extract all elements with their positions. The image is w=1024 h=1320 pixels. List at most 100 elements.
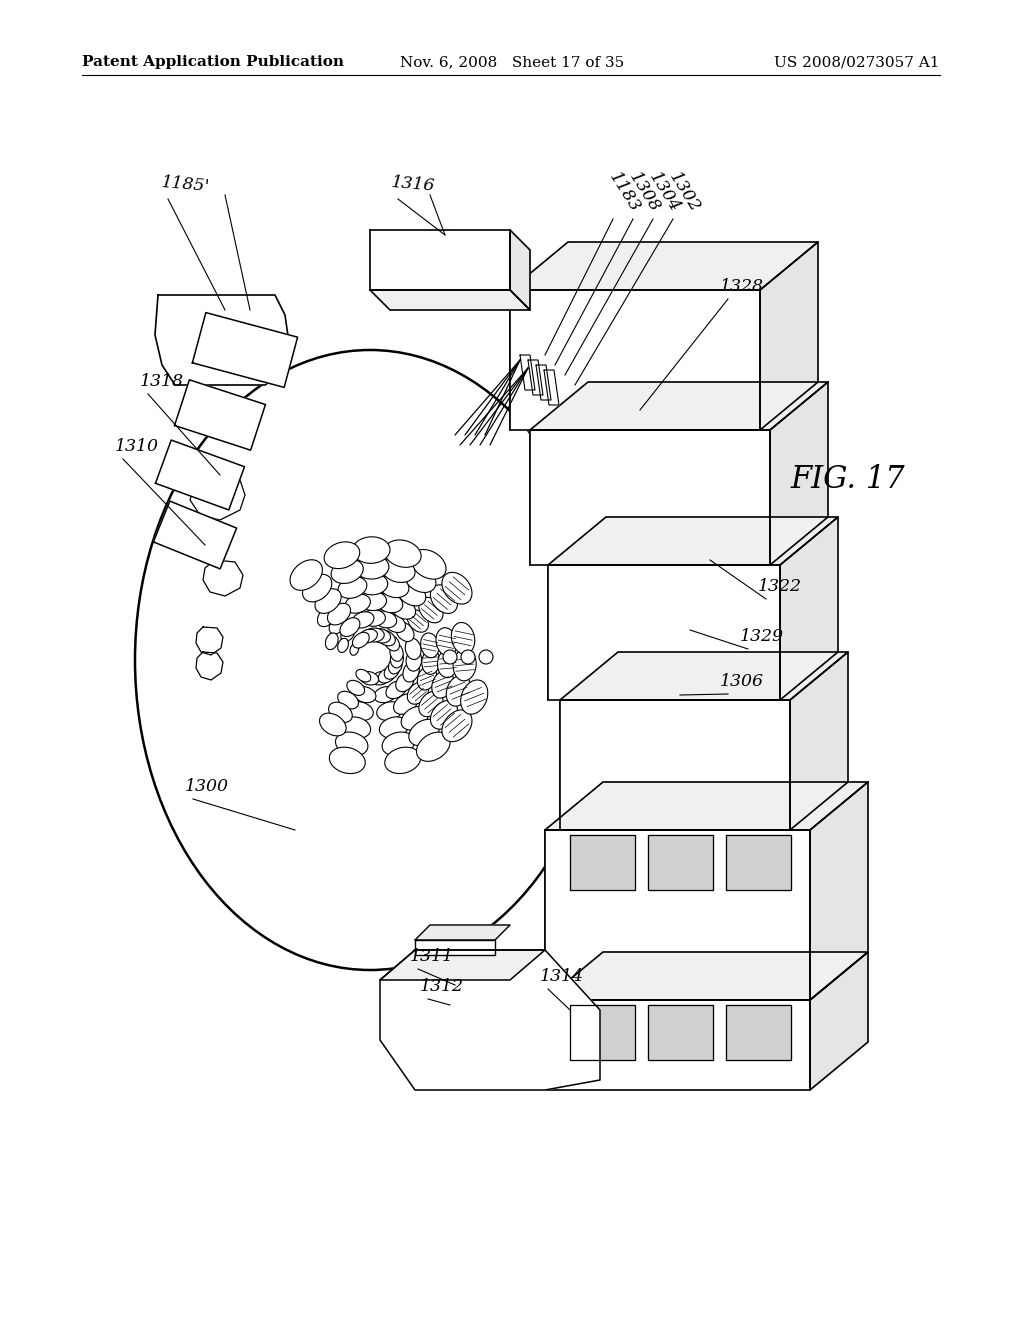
Ellipse shape: [430, 585, 458, 614]
Polygon shape: [203, 560, 243, 597]
Polygon shape: [790, 652, 848, 830]
Ellipse shape: [360, 672, 379, 685]
Ellipse shape: [397, 582, 426, 606]
Text: FIG. 17: FIG. 17: [790, 465, 904, 495]
Ellipse shape: [365, 628, 384, 642]
Ellipse shape: [341, 627, 354, 642]
Polygon shape: [370, 230, 510, 290]
Polygon shape: [370, 290, 530, 310]
Ellipse shape: [446, 676, 471, 706]
Text: 1310: 1310: [115, 438, 159, 455]
Ellipse shape: [374, 611, 396, 628]
Ellipse shape: [395, 672, 414, 692]
Ellipse shape: [336, 733, 368, 756]
Polygon shape: [156, 440, 245, 510]
Text: 1185': 1185': [160, 174, 210, 195]
Ellipse shape: [377, 702, 402, 721]
Ellipse shape: [340, 618, 359, 636]
Text: 1306: 1306: [720, 673, 764, 690]
Ellipse shape: [406, 639, 421, 660]
Ellipse shape: [326, 632, 338, 649]
Ellipse shape: [384, 635, 399, 651]
Ellipse shape: [331, 560, 364, 583]
Ellipse shape: [432, 671, 454, 698]
Ellipse shape: [390, 649, 403, 668]
Polygon shape: [193, 313, 298, 387]
Ellipse shape: [135, 350, 605, 970]
Polygon shape: [530, 430, 770, 565]
Text: 1318: 1318: [140, 374, 184, 389]
Ellipse shape: [350, 644, 358, 655]
Polygon shape: [726, 1005, 791, 1060]
Ellipse shape: [302, 574, 332, 602]
Text: Patent Application Publication: Patent Application Publication: [82, 55, 344, 69]
Ellipse shape: [352, 537, 390, 564]
Polygon shape: [560, 652, 848, 700]
Ellipse shape: [382, 733, 415, 756]
Polygon shape: [545, 1001, 810, 1090]
Ellipse shape: [461, 680, 487, 714]
Ellipse shape: [453, 649, 476, 681]
Ellipse shape: [401, 706, 428, 730]
Ellipse shape: [384, 614, 406, 632]
Ellipse shape: [419, 598, 443, 623]
Polygon shape: [570, 1005, 635, 1060]
Ellipse shape: [338, 577, 367, 598]
Ellipse shape: [330, 747, 366, 774]
Ellipse shape: [417, 733, 451, 762]
Ellipse shape: [380, 717, 409, 738]
Polygon shape: [560, 700, 790, 830]
Ellipse shape: [393, 693, 418, 714]
Ellipse shape: [430, 701, 458, 729]
Text: 1312: 1312: [420, 978, 464, 995]
Polygon shape: [190, 475, 245, 520]
Ellipse shape: [479, 649, 493, 664]
Polygon shape: [380, 950, 545, 979]
Text: 1300: 1300: [185, 777, 229, 795]
Ellipse shape: [325, 543, 359, 569]
Polygon shape: [536, 366, 551, 400]
Ellipse shape: [461, 649, 475, 664]
Polygon shape: [648, 836, 713, 890]
Text: 1314: 1314: [540, 968, 584, 985]
Ellipse shape: [436, 628, 457, 656]
Ellipse shape: [442, 573, 472, 605]
Ellipse shape: [338, 639, 348, 652]
Ellipse shape: [452, 623, 475, 655]
Ellipse shape: [442, 710, 472, 742]
Ellipse shape: [290, 560, 323, 590]
Polygon shape: [810, 952, 868, 1090]
Text: 1322: 1322: [758, 578, 802, 595]
Ellipse shape: [374, 686, 396, 702]
Ellipse shape: [443, 649, 457, 664]
Ellipse shape: [382, 557, 415, 582]
Ellipse shape: [421, 634, 439, 657]
Ellipse shape: [319, 713, 346, 735]
Polygon shape: [545, 952, 868, 1001]
Ellipse shape: [372, 672, 390, 685]
Ellipse shape: [376, 593, 402, 612]
Polygon shape: [528, 360, 543, 395]
Ellipse shape: [329, 702, 352, 722]
Polygon shape: [648, 1005, 713, 1060]
Text: 1329: 1329: [740, 628, 784, 645]
Ellipse shape: [355, 554, 389, 579]
Polygon shape: [760, 242, 818, 430]
Ellipse shape: [356, 669, 371, 682]
Text: 1316: 1316: [390, 174, 435, 195]
Polygon shape: [196, 652, 223, 680]
Polygon shape: [570, 836, 635, 890]
Polygon shape: [545, 781, 868, 830]
Polygon shape: [780, 517, 838, 700]
Ellipse shape: [352, 611, 374, 628]
Text: 1311: 1311: [410, 948, 454, 965]
Ellipse shape: [338, 692, 358, 709]
Text: 1304: 1304: [645, 169, 683, 215]
Ellipse shape: [352, 632, 370, 648]
Polygon shape: [155, 294, 290, 385]
Polygon shape: [154, 502, 237, 569]
Ellipse shape: [407, 649, 422, 671]
Ellipse shape: [317, 607, 336, 627]
Ellipse shape: [390, 644, 403, 661]
Ellipse shape: [386, 681, 407, 698]
